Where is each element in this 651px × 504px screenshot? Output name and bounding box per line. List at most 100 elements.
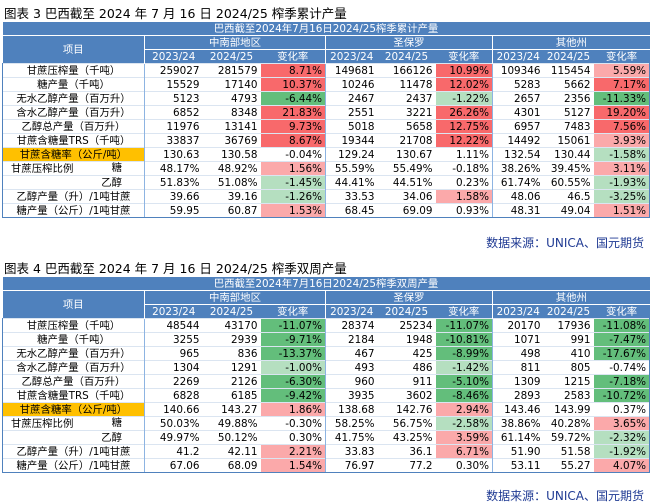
table-header: 巴西截至2024年7月16日2024/25榨季累计产量	[2, 22, 650, 36]
change-rate-cell: 4.07%	[593, 458, 651, 473]
change-rate-cell: 3.93%	[593, 133, 651, 148]
value-cell: 2583	[543, 388, 594, 403]
value-cell: 836	[202, 346, 261, 361]
value-cell: 143.99	[543, 402, 594, 417]
value-cell: 48.06	[492, 189, 544, 204]
source-note: 数据来源：UNICA、国元期货	[486, 489, 644, 503]
change-rate-cell: -0.74%	[593, 360, 651, 375]
value-cell: 8348	[202, 105, 261, 120]
table-row: 糖产量（公斤）/1吨甘蔗 59.95 60.87 1.53% 68.45 69.09 0.9…	[2, 203, 651, 218]
col-header: 2023/24	[492, 49, 544, 64]
value-cell: 51.58	[543, 444, 594, 459]
row-label: 无水乙醇产量（百万升）	[2, 346, 145, 361]
change-rate-cell: 1.54%	[260, 458, 326, 473]
table-row: 甘蔗压榨比例糖 50.03% 49.88% -0.30% 58.25% 56.75% -2.…	[2, 416, 651, 431]
change-rate-cell: -1.42%	[435, 360, 493, 375]
value-cell: 965	[144, 346, 203, 361]
value-cell: 6852	[144, 105, 203, 120]
value-cell: 3602	[377, 388, 436, 403]
value-cell: 39.66	[144, 189, 203, 204]
table-row: 糖产量（千吨） 3255 2939 -9.71% 2184 1948 -10.81% 1071…	[2, 332, 651, 347]
value-cell: 2184	[325, 332, 378, 347]
value-cell: 3255	[144, 332, 203, 347]
table-row: 甘蔗含糖率（公斤/吨） 140.66 143.27 1.86% 138.68 142.76…	[2, 402, 651, 417]
value-cell: 7483	[543, 119, 594, 134]
change-rate-cell: -1.22%	[435, 91, 493, 106]
value-cell: 76.97	[325, 458, 378, 473]
change-rate-cell: -1.26%	[260, 189, 326, 204]
change-rate-cell: -2.32%	[593, 430, 651, 445]
table-row: 无水乙醇产量（百万升） 5123 4793 -6.44% 2467 2437 -1.22% 2…	[2, 91, 651, 106]
row-label: 糖产量（千吨）	[2, 77, 145, 92]
biweekly-production-table: 巴西截至2024年7月16日2024/25榨季双周产量 项目 中南部地区 圣保罗…	[2, 277, 651, 473]
value-cell: 1309	[492, 374, 544, 389]
value-cell: 143.46	[492, 402, 544, 417]
value-cell: 2356	[543, 91, 594, 106]
value-cell: 44.41%	[325, 175, 378, 190]
change-rate-cell: 9.73%	[260, 119, 326, 134]
value-cell: 142.76	[377, 402, 436, 417]
change-rate-cell: -3.25%	[593, 189, 651, 204]
value-cell: 42.11	[202, 444, 261, 459]
change-rate-cell: -2.58%	[435, 416, 493, 431]
table-row: 甘蔗压榨比例糖 48.17% 48.92% 1.56% 55.59% 55.49% -0.1…	[2, 161, 651, 176]
value-cell: 19344	[325, 133, 378, 148]
change-rate-cell: -9.71%	[260, 332, 326, 347]
value-cell: 39.16	[202, 189, 261, 204]
value-cell: 44.51%	[377, 175, 436, 190]
value-cell: 41.75%	[325, 430, 378, 445]
col-header: 2024/25	[377, 304, 436, 319]
change-rate-cell: -11.07%	[260, 318, 326, 333]
row-label: 甘蔗含糖率（公斤/吨）	[2, 402, 145, 417]
value-cell: 48544	[144, 318, 203, 333]
value-cell: 48.92%	[202, 161, 261, 176]
value-cell: 51.08%	[202, 175, 261, 190]
col-header: 2024/25	[202, 49, 261, 64]
value-cell: 6957	[492, 119, 544, 134]
value-cell: 36.1	[377, 444, 436, 459]
value-cell: 36769	[202, 133, 261, 148]
change-rate-cell: -6.44%	[260, 91, 326, 106]
region-sao-paulo: 圣保罗	[325, 35, 493, 50]
value-cell: 48.31	[492, 203, 544, 218]
value-cell: 11478	[377, 77, 436, 92]
value-cell: 130.44	[543, 147, 594, 162]
change-rate-cell: -9.42%	[260, 388, 326, 403]
value-cell: 140.66	[144, 402, 203, 417]
col-header: 变化率	[260, 49, 326, 64]
value-cell: 59.72%	[543, 430, 594, 445]
col-header: 2023/24	[144, 49, 203, 64]
change-rate-cell: -6.30%	[260, 374, 326, 389]
change-rate-cell: 1.11%	[435, 147, 493, 162]
value-cell: 259027	[144, 63, 203, 78]
value-cell: 425	[377, 346, 436, 361]
value-cell: 34.06	[377, 189, 436, 204]
value-cell: 48.17%	[144, 161, 203, 176]
cumulative-production-table: 巴西截至2024年7月16日2024/25榨季累计产量 项目 中南部地区 圣保罗…	[2, 22, 651, 218]
value-cell: 281579	[202, 63, 261, 78]
change-rate-cell: 8.71%	[260, 63, 326, 78]
value-cell: 33.53	[325, 189, 378, 204]
value-cell: 3935	[325, 388, 378, 403]
value-cell: 2269	[144, 374, 203, 389]
value-cell: 2467	[325, 91, 378, 106]
value-cell: 61.74%	[492, 175, 544, 190]
row-sublabel: 乙醇	[2, 175, 145, 190]
table-row: 含水乙醇产量（百万升） 6852 8348 21.83% 2551 3221 26.26% 4…	[2, 105, 651, 120]
change-rate-cell: 21.83%	[260, 105, 326, 120]
change-rate-cell: -10.72%	[593, 388, 651, 403]
value-cell: 805	[543, 360, 594, 375]
value-cell: 811	[492, 360, 544, 375]
value-cell: 17140	[202, 77, 261, 92]
row-label: 甘蔗压榨比例糖	[2, 161, 145, 176]
value-cell: 3221	[377, 105, 436, 120]
value-cell: 1071	[492, 332, 544, 347]
value-cell: 4301	[492, 105, 544, 120]
change-rate-cell: -1.92%	[593, 444, 651, 459]
change-rate-cell: 1.51%	[593, 203, 651, 218]
change-rate-cell: -0.18%	[435, 161, 493, 176]
region-other-states: 其他州	[491, 35, 650, 50]
value-cell: 49.88%	[202, 416, 261, 431]
value-cell: 58.25%	[325, 416, 378, 431]
change-rate-cell: -0.30%	[260, 416, 326, 431]
